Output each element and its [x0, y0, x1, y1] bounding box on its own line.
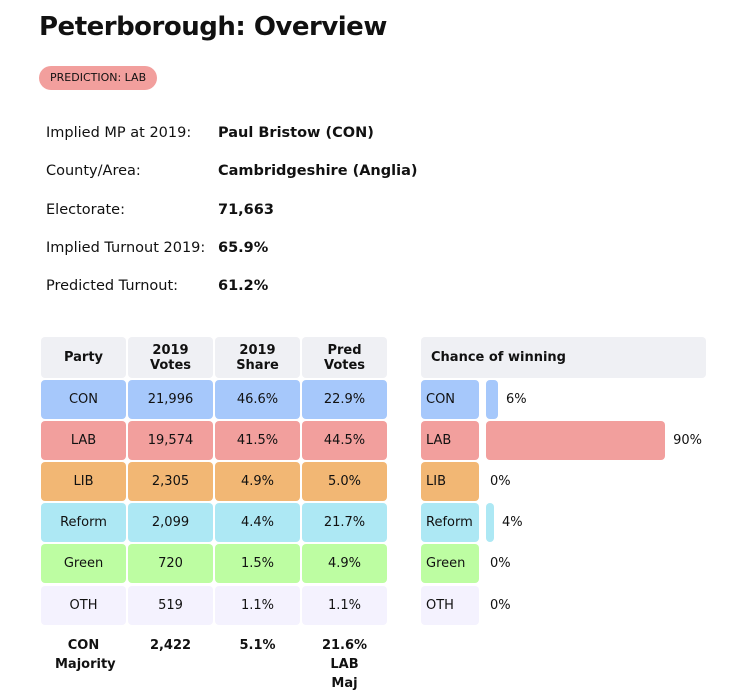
table-cell-share: 4.4% [215, 503, 300, 543]
table-cell-pred: 5.0% [302, 462, 387, 502]
page-title: Peterborough: Overview [39, 12, 387, 42]
table-header-3: Pred Votes [302, 337, 387, 378]
chance-header: Chance of winning [421, 337, 706, 378]
table-cell-party: LIB [41, 462, 126, 502]
chance-pct: 0% [490, 556, 511, 572]
info-label: Implied Turnout 2019: [46, 239, 206, 256]
table-header-0: Party [41, 337, 126, 378]
chance-party-label: Reform [421, 503, 479, 543]
table-cell-share: 1.1% [215, 585, 300, 625]
table-header-1: 2019 Votes [128, 337, 213, 378]
chance-bar [486, 421, 666, 461]
info-row: Implied MP at 2019: Paul Bristow (CON) [46, 125, 374, 141]
info-row: Electorate: 71,663 [46, 201, 274, 218]
info-value: 65.9% [218, 239, 269, 256]
info-row: Implied Turnout 2019: 65.9% [46, 239, 268, 256]
table-footer-1: 2,422 [149, 638, 192, 653]
chance-pct: 0% [490, 474, 511, 490]
prediction-badge: PREDICTION: LAB [39, 66, 158, 90]
table-header-2: 2019 Share [215, 337, 300, 378]
info-value: Paul Bristow (CON) [218, 125, 374, 141]
table-cell-pred: 21.7% [302, 503, 387, 543]
info-label: County/Area: [46, 163, 141, 180]
chance-party-label: OTH [421, 585, 479, 625]
table-cell-share: 4.9% [215, 462, 300, 502]
chance-pct: 6% [505, 392, 527, 407]
table-cell-party: OTH [41, 585, 126, 625]
info-label: Predicted Turnout: [46, 278, 179, 295]
table-cell-votes: 2,099 [128, 503, 213, 543]
chance-bar [486, 503, 494, 543]
chance-party-label: Green [421, 544, 479, 584]
info-value: 61.2% [218, 278, 269, 295]
table-cell-pred: 44.5% [302, 421, 387, 461]
table-footer-2: 5.1% [239, 638, 276, 653]
chance-bar [486, 380, 498, 419]
chance-party-label: LAB [421, 421, 479, 461]
table-cell-share: 41.5% [215, 421, 300, 461]
table-cell-share: 46.6% [215, 380, 300, 419]
table-cell-votes: 2,305 [128, 462, 213, 502]
table-cell-party: LAB [41, 421, 126, 461]
info-label: Electorate: [46, 201, 125, 218]
chance-pct: 90% [673, 433, 702, 449]
table-cell-pred: 22.9% [302, 380, 387, 419]
info-value: Cambridgeshire (Anglia) [218, 163, 418, 180]
table-cell-party: Reform [41, 503, 126, 543]
table-cell-votes: 720 [128, 544, 213, 584]
table-cell-votes: 19,574 [128, 421, 213, 461]
chance-pct: 4% [502, 515, 523, 531]
table-cell-party: CON [41, 380, 126, 419]
table-footer-0: CON Majority [55, 638, 116, 672]
info-value: 71,663 [218, 201, 274, 218]
table-cell-pred: 1.1% [302, 585, 387, 625]
table-cell-share: 1.5% [215, 544, 300, 584]
info-row: Predicted Turnout: 61.2% [46, 278, 268, 295]
table-cell-pred: 4.9% [302, 544, 387, 584]
table-cell-votes: 21,996 [128, 380, 213, 419]
chance-party-label: CON [421, 380, 479, 419]
info-label: Implied MP at 2019: [46, 125, 192, 141]
chance-pct: 0% [490, 597, 511, 613]
table-cell-votes: 519 [128, 585, 213, 625]
info-row: County/Area: Cambridgeshire (Anglia) [46, 163, 418, 180]
table-cell-party: Green [41, 544, 126, 584]
table-footer-3: 21.6% LAB Maj [321, 638, 368, 691]
chance-party-label: LIB [421, 462, 479, 502]
